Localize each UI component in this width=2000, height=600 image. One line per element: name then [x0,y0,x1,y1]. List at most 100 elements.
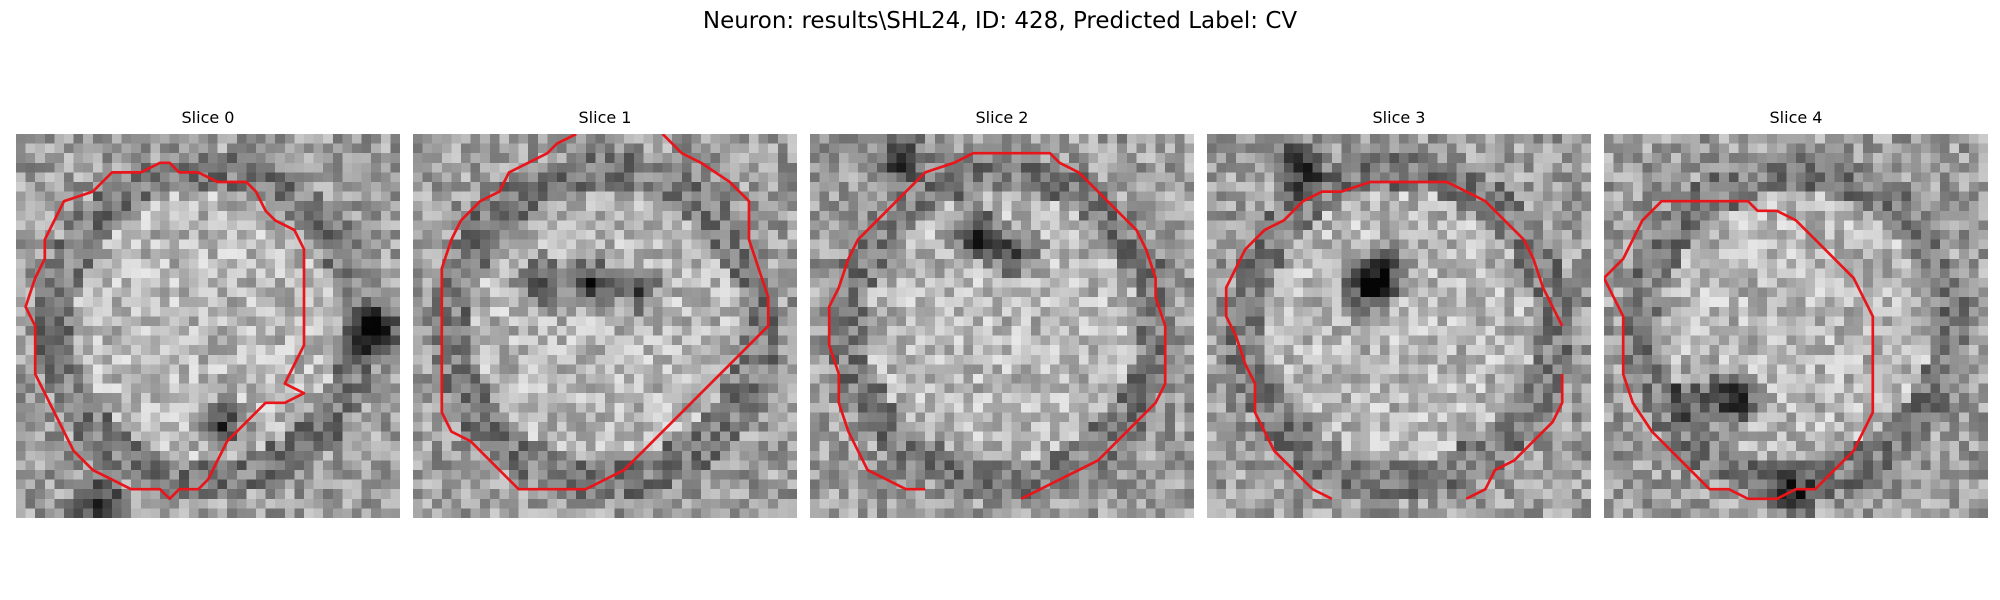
pixel [92,364,103,375]
pixel [810,431,820,442]
pixel [304,297,314,307]
pixel [432,201,442,211]
pixel [1146,239,1156,250]
pixel [35,134,45,144]
pixel [380,316,391,327]
pixel [1088,210,1099,221]
pixel [662,287,673,298]
pixel [179,374,189,384]
pixel [858,345,868,355]
pixel [1050,412,1060,423]
pixel [422,143,433,154]
pixel [1399,162,1409,173]
pixel [227,172,237,183]
pixel [64,201,74,211]
pixel [662,220,673,231]
pixel [605,508,615,518]
pixel [509,470,519,480]
pixel [906,479,916,490]
pixel [1165,460,1175,471]
pixel [1264,153,1275,163]
pixel [275,249,285,259]
pixel [1136,431,1147,442]
pixel [1126,498,1137,509]
pixel [653,191,663,202]
pixel [470,172,481,183]
pixel [537,383,548,394]
pixel [1136,278,1147,288]
pixel [982,470,993,480]
pixel [934,498,945,509]
pixel [1098,268,1108,279]
pixel [819,278,830,288]
pixel [509,422,519,432]
pixel [256,268,266,279]
pixel [1475,153,1486,163]
pixel [787,297,797,307]
pixel [557,278,567,288]
pixel [499,278,510,288]
pixel [112,412,122,423]
pixel [54,422,65,432]
pixel [323,354,333,365]
pixel [1126,201,1137,211]
pixel [102,383,113,394]
pixel [509,412,519,423]
pixel [1011,278,1022,288]
pixel [1011,249,1022,259]
pixel [1021,354,1031,365]
pixel [92,508,103,518]
pixel [227,191,237,202]
pixel [1155,143,1166,154]
pixel [566,153,577,163]
pixel [160,143,170,154]
pixel [102,316,113,327]
pixel [35,153,45,163]
pixel [92,498,103,509]
pixel [323,306,333,317]
pixel [1117,172,1127,183]
pixel [169,220,180,231]
pixel [451,508,462,518]
pixel [672,287,682,298]
pixel [1475,143,1486,154]
pixel [729,345,740,355]
pixel [1155,422,1166,432]
pixel [160,239,170,250]
pixel [729,278,740,288]
pixel [557,383,567,394]
pixel [1002,326,1012,336]
pixel [432,172,442,183]
pixel [422,134,433,144]
pixel [54,191,65,202]
pixel [1040,306,1051,317]
pixel [236,306,247,317]
pixel [461,268,471,279]
pixel [35,326,45,336]
pixel [265,335,276,346]
pixel [54,316,65,327]
pixel [963,258,974,269]
pixel [848,306,859,317]
pixel [886,489,897,499]
pixel [710,470,721,480]
pixel [313,143,324,154]
pixel [256,489,266,499]
pixel [729,239,740,250]
pixel [1155,172,1166,183]
pixel [64,258,74,269]
pixel [838,297,849,307]
pixel [954,143,964,154]
pixel [1485,143,1496,154]
pixel [858,162,868,173]
pixel [25,249,36,259]
pixel [1069,498,1079,509]
pixel [710,297,721,307]
pixel [672,239,682,250]
pixel [422,182,433,192]
pixel [265,162,276,173]
pixel [691,402,702,413]
pixel [653,134,663,144]
pixel [566,287,577,298]
pixel [653,306,663,317]
